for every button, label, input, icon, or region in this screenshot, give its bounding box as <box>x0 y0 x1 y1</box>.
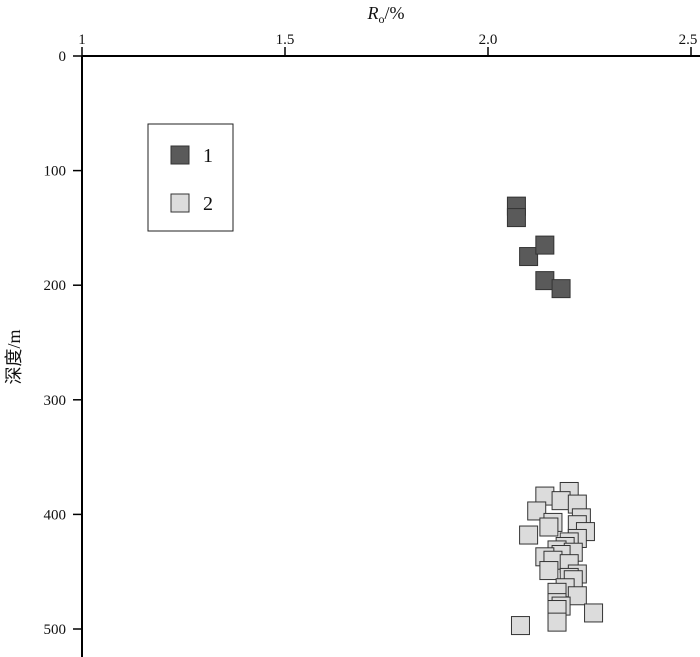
data-point <box>506 208 526 228</box>
legend: 12 <box>147 123 234 232</box>
axes: 1 1.5 2.0 2.5 0 100 200 300 400 500 <box>44 32 700 657</box>
data-point <box>535 271 555 291</box>
y-tick-label: 0 <box>59 49 67 65</box>
legend-swatch <box>170 145 190 165</box>
legend-box <box>147 123 234 232</box>
series-2 <box>510 481 604 636</box>
y-tick-label: 300 <box>44 393 67 409</box>
x-axis-title-sub: o <box>379 12 385 26</box>
data-point <box>539 517 559 537</box>
data-point <box>551 491 571 511</box>
data-point <box>584 603 604 623</box>
data-point <box>567 586 587 606</box>
x-tick-label: 1 <box>78 32 86 48</box>
x-axis-title-suffix: /% <box>385 3 405 23</box>
y-tick-label: 200 <box>44 278 67 294</box>
data-point <box>510 616 530 636</box>
x-tick-label: 2.0 <box>479 32 498 48</box>
y-tick-label: 100 <box>44 164 67 180</box>
x-axis-title: Ro/% <box>367 3 405 26</box>
data-point <box>547 612 567 632</box>
y-tick-label: 500 <box>44 622 67 638</box>
x-tick-label: 1.5 <box>276 32 295 48</box>
legend-label: 1 <box>203 145 213 167</box>
legend-label: 2 <box>203 193 213 215</box>
x-tick-label: 2.5 <box>679 32 698 48</box>
data-point <box>519 247 539 267</box>
legend-swatch <box>170 193 190 213</box>
series-1 <box>506 196 571 299</box>
data-point <box>527 501 547 521</box>
data-point <box>535 235 555 255</box>
data-point <box>519 525 539 545</box>
y-tick-label: 400 <box>44 507 67 523</box>
series-layer <box>506 196 604 636</box>
y-axis-title: 深度/m <box>4 329 24 384</box>
data-point <box>551 279 571 299</box>
data-point <box>539 561 559 581</box>
x-axis-title-main: R <box>367 3 379 23</box>
